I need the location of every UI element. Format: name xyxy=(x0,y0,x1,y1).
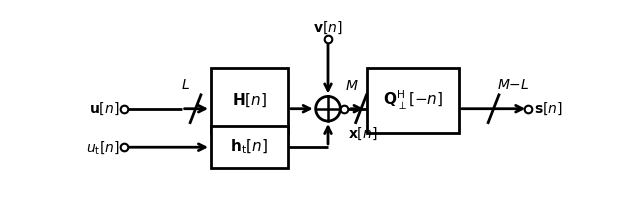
Text: $L$: $L$ xyxy=(181,78,190,92)
Text: $u_\mathrm{t}[n]$: $u_\mathrm{t}[n]$ xyxy=(86,139,119,156)
Text: $\mathbf{x}[n]$: $\mathbf{x}[n]$ xyxy=(348,126,378,142)
Text: $\mathbf{Q}_\perp^\mathrm{H}[-n]$: $\mathbf{Q}_\perp^\mathrm{H}[-n]$ xyxy=(383,89,443,112)
Text: $\mathbf{s}[n]$: $\mathbf{s}[n]$ xyxy=(534,101,563,117)
Text: $M{-}L$: $M{-}L$ xyxy=(497,78,530,92)
Text: $\mathbf{v}[n]$: $\mathbf{v}[n]$ xyxy=(313,20,343,36)
Bar xyxy=(211,126,288,168)
Text: $\mathbf{u}[n]$: $\mathbf{u}[n]$ xyxy=(89,101,119,117)
Text: $M$: $M$ xyxy=(345,79,358,93)
Bar xyxy=(367,68,459,133)
Text: $\mathbf{h}_\mathrm{t}[n]$: $\mathbf{h}_\mathrm{t}[n]$ xyxy=(230,138,268,156)
Text: $\mathbf{H}[n]$: $\mathbf{H}[n]$ xyxy=(232,92,267,109)
Bar xyxy=(211,68,288,133)
